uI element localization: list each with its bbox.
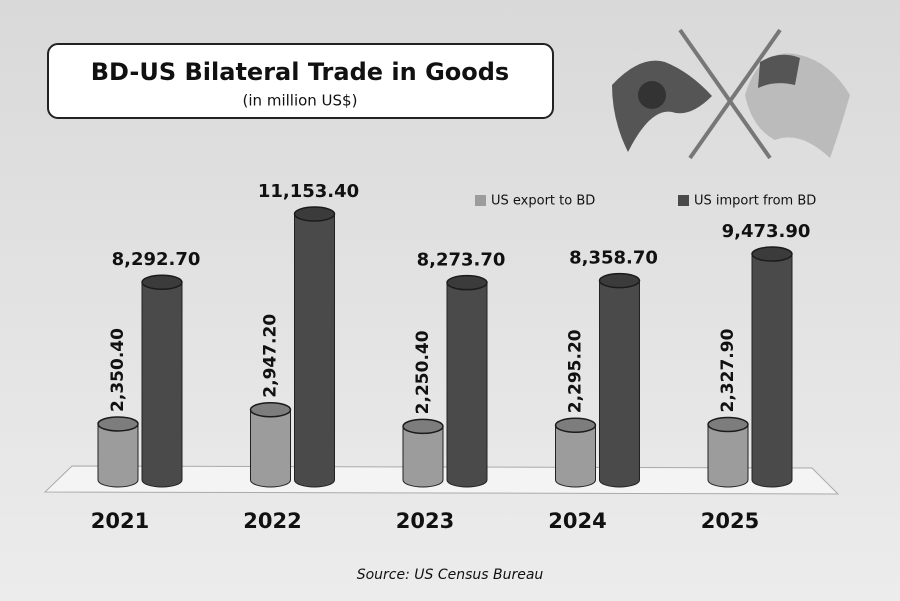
bar-body [447,282,487,480]
bar-body [752,254,792,480]
bar-body [599,280,640,480]
legend-label: US import from BD [694,194,816,209]
bar [446,274,488,488]
bar-top [249,401,292,418]
bar-top [97,416,139,432]
data-label: 9,473.90 [722,221,811,242]
bar [554,417,597,488]
legend-label: US export to BD [491,194,595,209]
bar-top [446,274,488,291]
bar-top [707,416,749,433]
legend-swatch [475,195,486,206]
data-label: 2,295.20 [566,329,586,413]
bar-top [402,418,444,435]
bar [249,401,292,488]
title-box [47,43,554,119]
bar-body [555,425,596,480]
bar-body [708,424,748,480]
data-label: 2,350.40 [108,328,128,412]
chart-title: BD-US Bilateral Trade in Goods [91,58,509,86]
bar [293,206,336,488]
source-note: Source: US Census Bureau [357,567,544,583]
flags [612,28,850,160]
x-tick-label: 2021 [91,509,149,533]
bar [97,416,139,488]
bar-body [294,214,335,480]
bar-top [141,274,183,290]
bar-body [403,426,443,480]
bar-body [250,409,291,480]
data-label: 8,358.70 [569,248,658,269]
x-tick-label: 2024 [548,509,606,533]
bar [707,416,749,488]
data-label: 2,327.90 [718,328,738,412]
data-label: 2,250.40 [413,330,433,414]
bar [751,246,793,488]
data-label: 8,292.70 [112,249,201,270]
chart-subtitle: (in million US$) [243,92,358,110]
x-tick-label: 2022 [243,509,301,533]
bar-top [751,246,793,262]
bar-body [142,282,182,480]
bar [598,272,641,488]
data-label: 8,273.70 [417,250,506,271]
bar [141,274,183,488]
bar-body [98,423,138,480]
legend-swatch [678,195,689,206]
data-label: 2,947.20 [261,314,281,398]
bar-top [554,417,597,434]
bar-top [293,206,336,222]
bar [402,418,444,488]
bar-top [598,272,641,289]
x-tick-label: 2025 [701,509,759,533]
data-label: 11,153.40 [258,181,359,202]
x-tick-label: 2023 [396,509,454,533]
